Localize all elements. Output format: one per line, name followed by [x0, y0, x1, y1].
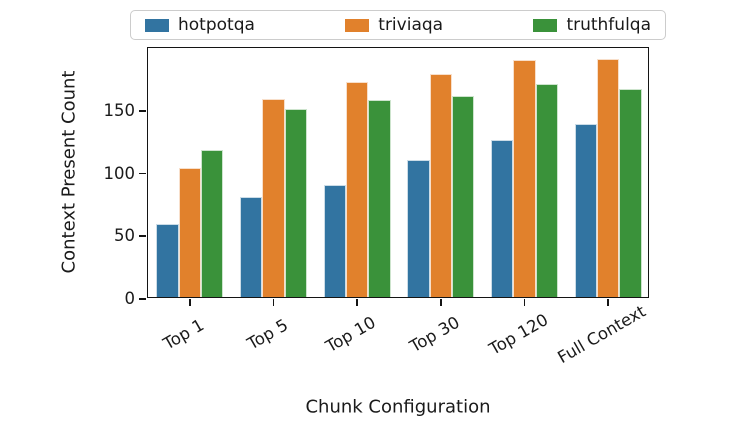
- bar-triviaqa-top-30: [429, 73, 452, 297]
- x-tick-label-top-120: Top 120: [485, 309, 551, 359]
- bar-truthfulqa-top-5: [284, 108, 307, 297]
- bar-hotpotqa-top-120: [491, 140, 514, 297]
- x-tick-mark: [356, 299, 359, 306]
- x-tick-mark: [188, 299, 191, 306]
- bar-truthfulqa-top-10: [368, 99, 391, 297]
- x-tick-label-top-10: Top 10: [322, 312, 379, 357]
- bar-hotpotqa-top-10: [323, 185, 346, 297]
- plot-area: 0 50 100 150 Top 1 Top 5 Top 10 Top 30 Top 120 Fu…: [104, 47, 649, 367]
- legend-swatch-icon: [345, 18, 370, 32]
- x-tick-mark: [523, 299, 526, 306]
- bar-truthfulqa-top-120: [535, 83, 558, 297]
- bar-triviaqa-top-10: [346, 82, 369, 297]
- x-axis-label: Chunk Configuration: [305, 396, 491, 418]
- legend-label: hotpotqa: [178, 14, 255, 35]
- x-tick-mark: [439, 299, 442, 306]
- y-tick-label: 0: [124, 289, 136, 308]
- y-tick-mark: [139, 172, 147, 175]
- y-tick-mark: [139, 109, 147, 112]
- bar-triviaqa-top-1: [178, 167, 201, 297]
- legend-item-truthfulqa: truthfulqa: [533, 14, 651, 35]
- x-tick-label-full-context: Full Context: [554, 301, 650, 368]
- legend-swatch-icon: [533, 18, 558, 32]
- legend-item-hotpotqa: hotpotqa: [145, 14, 255, 35]
- y-tick-label: 50: [114, 226, 135, 246]
- bar-triviaqa-top-120: [513, 59, 536, 297]
- x-tick-mark: [607, 299, 610, 306]
- y-tick-label: 100: [103, 163, 136, 183]
- legend-label: triviaqa: [378, 14, 444, 35]
- bar-hotpotqa-top-5: [240, 196, 263, 297]
- legend-item-triviaqa: triviaqa: [345, 14, 444, 35]
- y-tick-mark: [139, 298, 147, 300]
- bar-truthfulqa-full-context: [619, 88, 642, 297]
- legend: hotpotqa triviaqa truthfulqa: [130, 10, 666, 40]
- bar-triviaqa-top-5: [262, 98, 285, 297]
- legend-label: truthfulqa: [566, 14, 651, 35]
- x-tick-label-top-1: Top 1: [159, 315, 208, 354]
- y-axis-label: Context Present Count: [58, 70, 80, 274]
- y-tick-mark: [139, 235, 147, 238]
- x-tick-label-top-5: Top 5: [243, 315, 291, 354]
- bar-triviaqa-full-context: [597, 58, 620, 297]
- bar-truthfulqa-top-1: [200, 150, 224, 297]
- plot-inner: 0 50 100 150 Top 1 Top 5 Top 10 Top 30 Top 120 Fu…: [104, 48, 649, 367]
- bar-hotpotqa-top-30: [407, 160, 430, 297]
- x-tick-mark: [272, 299, 275, 306]
- bar-hotpotqa-top-1: [156, 224, 179, 297]
- bar-truthfulqa-top-30: [451, 96, 475, 297]
- bar-hotpotqa-full-context: [574, 123, 597, 297]
- x-tick-label-top-30: Top 30: [406, 312, 463, 357]
- y-tick-label: 150: [103, 100, 136, 120]
- legend-swatch-icon: [145, 18, 169, 32]
